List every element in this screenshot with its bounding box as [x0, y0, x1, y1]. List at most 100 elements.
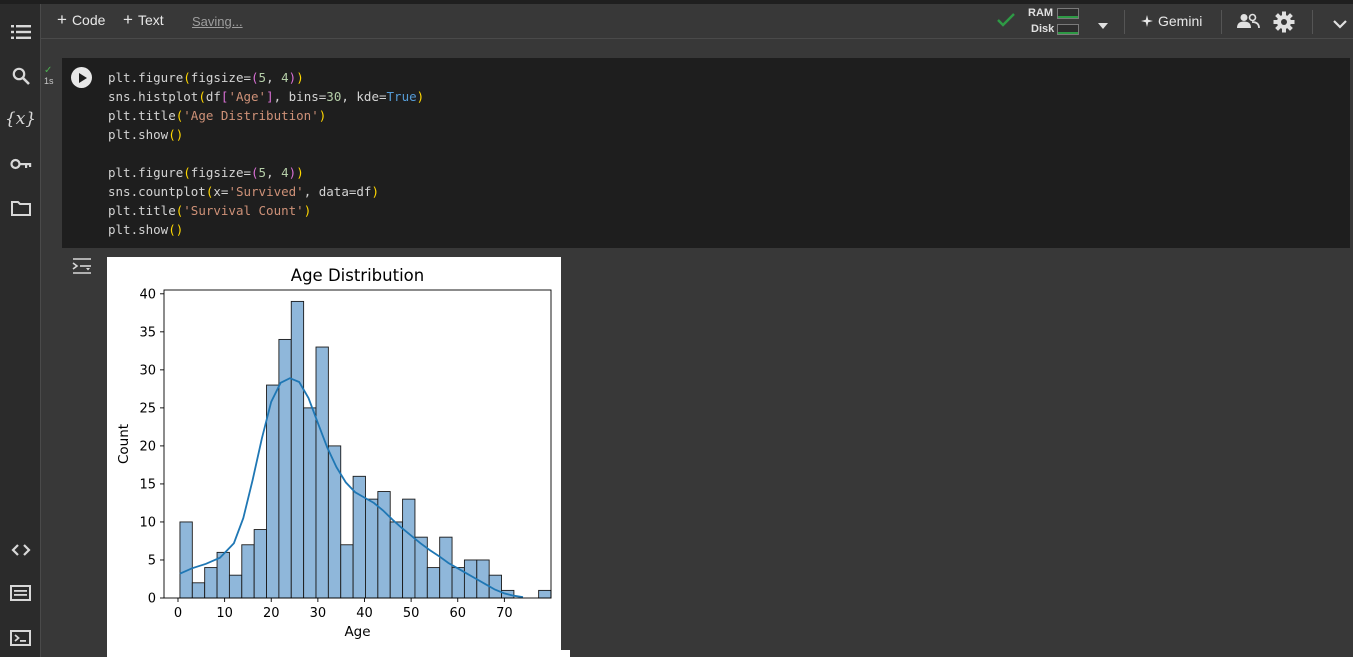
code-token: figsize= [190, 165, 252, 180]
add-code-label: Code [71, 12, 106, 28]
execution-status: ✓ 1s [44, 65, 54, 87]
y-tick-label: 0 [148, 592, 156, 607]
code-token: plt.figure [108, 165, 184, 180]
code-token: , data=df [303, 184, 372, 199]
code-token: 'Survival Count' [183, 203, 304, 218]
code-line[interactable]: plt.show() [108, 220, 424, 239]
code-line[interactable]: plt.title('Age Distribution') [108, 106, 424, 125]
code-token: ( [251, 165, 259, 180]
settings-gear-icon[interactable] [1273, 11, 1295, 38]
code-line[interactable]: plt.figure(figsize=(5, 4)) [108, 163, 424, 182]
x-tick-label: 0 [174, 606, 182, 621]
histogram-bar [290, 300, 305, 599]
code-token: ) [318, 108, 327, 123]
plus-icon: + [123, 10, 133, 29]
code-lines[interactable]: plt.figure(figsize=(5, 4)) sns.histplot(d… [108, 68, 424, 239]
code-line[interactable]: plt.figure(figsize=(5, 4)) [108, 68, 424, 87]
gemini-label: Gemini [1158, 13, 1203, 29]
secrets-icon[interactable] [0, 149, 41, 179]
code-token: figsize= [190, 70, 252, 85]
code-token: x= [213, 184, 229, 199]
toolbar: + Code + Text Saving... RAM Disk Gemini [41, 4, 1353, 39]
toolbar-divider [1312, 10, 1313, 34]
code-token: plt.title [108, 203, 176, 218]
toc-icon[interactable] [0, 17, 41, 47]
terminal-icon[interactable] [0, 623, 41, 653]
x-tick-label: 10 [216, 606, 233, 621]
chevron-down-icon[interactable] [1333, 16, 1347, 34]
x-tick-label: 50 [403, 606, 420, 621]
code-token: 5 [258, 165, 267, 180]
code-token: 'Survived' [228, 184, 304, 199]
code-token: ( [198, 89, 206, 104]
variables-icon[interactable]: {x} [0, 104, 41, 134]
runtime-dropdown-icon[interactable] [1097, 17, 1109, 35]
code-token: , [266, 165, 282, 180]
code-editor[interactable]: plt.figure(figsize=(5, 4)) sns.histplot(d… [62, 58, 1350, 248]
code-line[interactable]: plt.title('Survival Count') [108, 201, 424, 220]
execution-time: 1s [44, 76, 54, 86]
histogram-bar [241, 544, 255, 599]
ram-usage-bar[interactable] [1057, 8, 1079, 19]
files-icon[interactable] [0, 193, 41, 223]
disk-label[interactable]: Disk [1031, 23, 1055, 35]
histogram-bar [191, 582, 206, 599]
code-token: [ [220, 89, 229, 104]
left-rail: {x} [0, 4, 41, 657]
search-icon[interactable] [0, 61, 41, 91]
code-token: ( [251, 70, 259, 85]
saving-status[interactable]: Saving... [192, 14, 243, 29]
code-token: 4 [281, 70, 289, 85]
code-line[interactable]: plt.show() [108, 125, 424, 144]
code-line[interactable]: sns.histplot(df['Age'], bins=30, kde=Tru… [108, 87, 424, 106]
code-token: df [205, 89, 221, 104]
output-actions-icon[interactable] [72, 257, 92, 280]
code-token: ) [416, 89, 425, 104]
histogram-bar [204, 567, 218, 599]
y-tick-label: 40 [139, 287, 156, 302]
code-token: plt.title [108, 108, 176, 123]
histogram-bar [365, 498, 379, 599]
ram-label[interactable]: RAM [1028, 7, 1054, 19]
histogram-bar [179, 521, 193, 599]
output-figure-edge [107, 650, 570, 657]
code-line[interactable]: sns.countplot(x='Survived', data=df) [108, 182, 424, 201]
chart-title: Age Distribution [291, 266, 424, 285]
histogram-bar [266, 384, 280, 599]
execution-check-icon: ✓ [44, 65, 53, 76]
code-token: ) [288, 70, 297, 85]
kde-line [179, 377, 524, 599]
command-palette-icon[interactable] [0, 578, 41, 608]
connected-check-icon [996, 11, 1016, 34]
histogram-bar [340, 544, 354, 599]
code-token: ( [183, 165, 191, 180]
add-text-button[interactable]: + Text [123, 10, 164, 29]
code-token: ] [266, 89, 274, 104]
code-token: sns.countplot [108, 184, 206, 199]
histogram-bar [228, 574, 243, 599]
histogram-bar [253, 529, 267, 599]
code-line[interactable] [108, 144, 424, 163]
disk-usage-bar[interactable] [1057, 24, 1079, 35]
gemini-button[interactable]: Gemini [1141, 13, 1202, 29]
code-token: ) [303, 203, 312, 218]
histogram-bar [315, 346, 329, 599]
x-tick-label: 20 [263, 606, 280, 621]
histogram-bar [389, 521, 404, 599]
code-token: plt.show [108, 127, 169, 142]
y-tick-label: 10 [139, 515, 156, 530]
code-token: ( [205, 184, 214, 199]
add-text-label: Text [137, 12, 164, 28]
histogram-bar [216, 551, 230, 599]
add-code-button[interactable]: + Code [57, 10, 106, 29]
share-people-icon[interactable] [1236, 13, 1260, 34]
run-cell-button[interactable] [71, 67, 92, 88]
code-token: plt.figure [108, 70, 184, 85]
code-token: ) [296, 70, 304, 85]
code-token: 5 [258, 70, 267, 85]
plus-icon: + [57, 10, 67, 29]
y-tick-label: 30 [139, 363, 156, 378]
code-token: , bins= [273, 89, 327, 104]
code-token: , [266, 70, 282, 85]
code-snippets-icon[interactable] [0, 535, 41, 565]
